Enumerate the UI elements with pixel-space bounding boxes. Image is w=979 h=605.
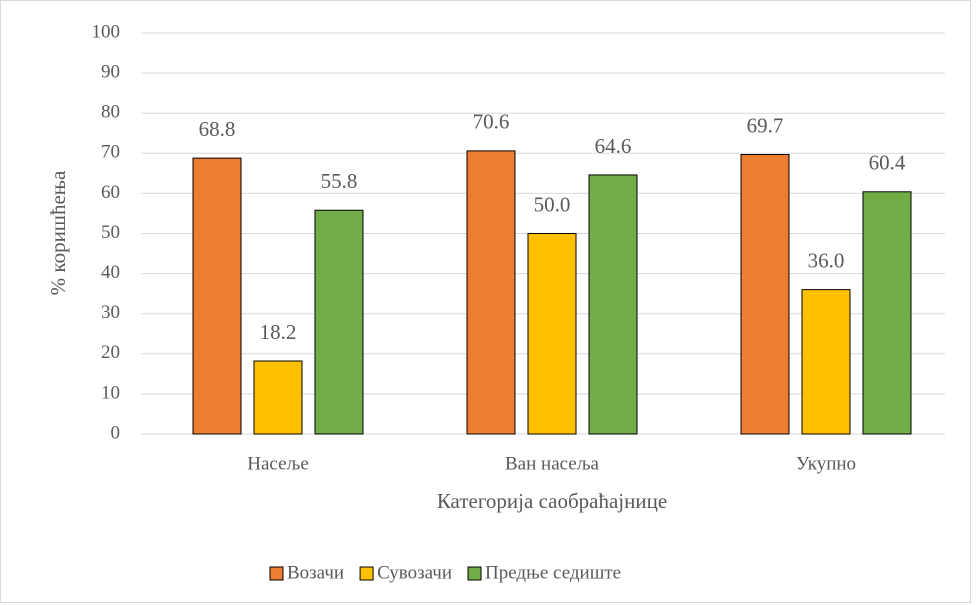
bar bbox=[466, 150, 516, 435]
y-tick-label: 50 bbox=[101, 222, 120, 243]
y-tick-label: 70 bbox=[101, 142, 120, 163]
y-tick-label: 20 bbox=[101, 342, 120, 363]
y-tick-label: 80 bbox=[101, 102, 120, 123]
y-axis-title: % коришћења bbox=[46, 170, 70, 295]
y-tick-label: 100 bbox=[92, 21, 121, 42]
data-label: 69.7 bbox=[747, 113, 784, 137]
data-label: 18.2 bbox=[260, 320, 297, 344]
bar bbox=[588, 174, 638, 435]
data-label: 70.6 bbox=[473, 110, 510, 134]
data-label: 50.0 bbox=[534, 192, 571, 216]
legend-swatch bbox=[269, 566, 284, 581]
x-tick-label: Насеље bbox=[247, 453, 309, 474]
bar bbox=[801, 289, 851, 435]
data-label: 64.6 bbox=[595, 134, 632, 158]
bar bbox=[253, 360, 303, 435]
legend-label: Предње седиште bbox=[485, 562, 621, 583]
y-tick-label: 90 bbox=[101, 61, 120, 82]
bar bbox=[527, 233, 577, 435]
y-tick-label: 40 bbox=[101, 262, 120, 283]
legend-swatch bbox=[359, 566, 374, 581]
x-tick-label: Ван насеља bbox=[505, 453, 600, 474]
legend-label: Сувозачи bbox=[377, 562, 452, 583]
data-label: 36.0 bbox=[808, 248, 845, 272]
bar bbox=[192, 157, 242, 435]
x-axis-title: Категорија саобраћајнице bbox=[437, 489, 667, 513]
y-tick-label: 60 bbox=[101, 182, 120, 203]
data-label: 55.8 bbox=[321, 169, 358, 193]
x-tick-label: Укупно bbox=[796, 453, 856, 474]
y-tick-label: 0 bbox=[111, 422, 121, 443]
data-label: 60.4 bbox=[869, 151, 906, 175]
y-tick-label: 10 bbox=[101, 382, 120, 403]
bar bbox=[740, 154, 790, 435]
legend-label: Возачи bbox=[287, 562, 344, 583]
bar bbox=[314, 209, 364, 435]
legend-swatch bbox=[467, 566, 482, 581]
y-tick-label: 30 bbox=[101, 302, 120, 323]
bar bbox=[862, 191, 912, 435]
data-label: 68.8 bbox=[199, 117, 236, 141]
